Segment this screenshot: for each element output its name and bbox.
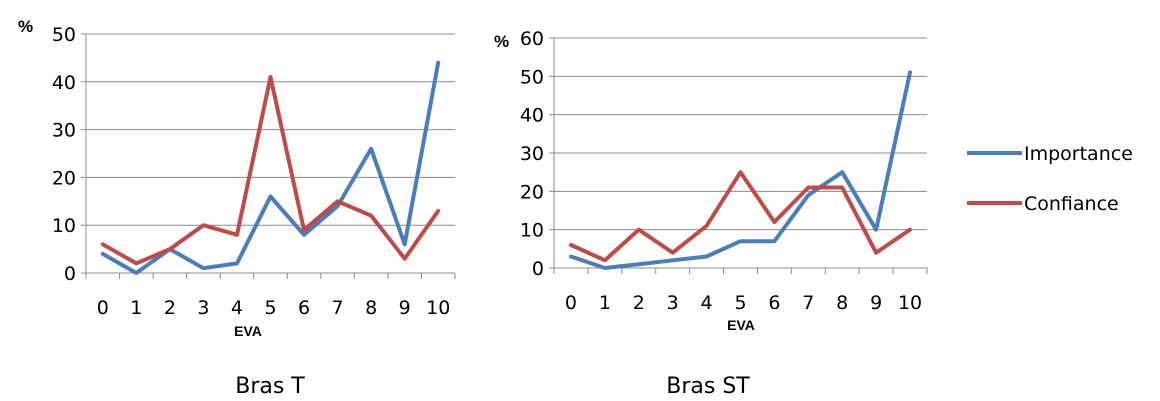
chart-bras-t-caption: Bras T (235, 374, 305, 399)
chart-bras-t-y-unit: % (18, 17, 33, 36)
chart-bras-st-x-label: EVA (727, 317, 755, 333)
x-tick-label: 2 (164, 297, 176, 319)
y-tick-label: 0 (532, 258, 544, 280)
legend-item-confiance: Confiance (967, 193, 1119, 215)
y-tick-label: 30 (520, 143, 544, 165)
series-line-confiance-bras-t (100, 75, 441, 266)
chart-bras-t-x-label: EVA (234, 323, 262, 339)
x-tick-label: 9 (399, 297, 411, 319)
x-tick-label: 0 (565, 292, 577, 314)
x-tick-label: 5 (734, 292, 746, 314)
legend-label-importance: Importance (1024, 143, 1133, 165)
x-tick-label: 5 (264, 297, 276, 319)
y-tick-label: 40 (52, 72, 76, 94)
y-tick-label: 50 (52, 24, 76, 46)
x-tick-label: 4 (231, 297, 243, 319)
chart-bras-st-caption: Bras ST (666, 374, 750, 399)
chart-bras-st-y-unit: % (494, 32, 509, 51)
x-tick-label: 9 (870, 292, 882, 314)
y-tick-label: 10 (52, 215, 76, 237)
chart-bras-st-gridlines (554, 37, 927, 231)
x-tick-label: 2 (633, 292, 645, 314)
x-tick-label: 7 (332, 297, 344, 319)
legend: Importance Confiance (967, 143, 1133, 215)
legend-label-confiance: Confiance (1024, 193, 1119, 215)
x-tick-label: 1 (599, 292, 611, 314)
y-tick-label: 40 (520, 105, 544, 127)
x-tick-label: 8 (365, 297, 377, 319)
y-tick-label: 20 (52, 167, 76, 189)
y-tick-label: 0 (64, 263, 76, 285)
x-tick-label: 6 (298, 297, 310, 319)
x-tick-label: 1 (130, 297, 142, 319)
chart-bras-st-y-ticks: 0 10 20 30 40 50 60 (520, 28, 544, 280)
x-tick-label: 7 (802, 292, 814, 314)
chart-bras-t-x-ticks: 0 1 2 3 4 5 6 7 8 9 10 (97, 297, 451, 319)
chart-bras-st-x-ticks: 0 1 2 3 4 5 6 7 8 9 10 (565, 292, 922, 314)
x-tick-label: 0 (97, 297, 109, 319)
x-tick-label: 6 (768, 292, 780, 314)
x-tick-label: 4 (701, 292, 713, 314)
series-line-importance-bras-t (100, 60, 441, 275)
y-tick-label: 30 (52, 120, 76, 142)
series-line-importance-bras-st (569, 70, 912, 270)
chart-bras-t-series (100, 60, 441, 275)
chart-bras-t-axes (81, 33, 456, 279)
y-tick-label: 20 (520, 181, 544, 203)
y-tick-label: 50 (520, 66, 544, 88)
chart-bras-t-y-ticks: 0 10 20 30 40 50 (52, 24, 76, 285)
x-tick-label: 8 (836, 292, 848, 314)
chart-bras-st-series (569, 70, 912, 270)
x-tick-label: 3 (197, 297, 209, 319)
y-tick-label: 10 (520, 220, 544, 242)
series-line-confiance-bras-st (569, 170, 912, 263)
y-tick-label: 60 (520, 28, 544, 50)
x-tick-label: 3 (667, 292, 679, 314)
x-tick-label: 10 (898, 292, 922, 314)
x-tick-label: 10 (426, 297, 450, 319)
chart-bras-t-gridlines (86, 33, 455, 226)
legend-item-importance: Importance (967, 143, 1133, 165)
